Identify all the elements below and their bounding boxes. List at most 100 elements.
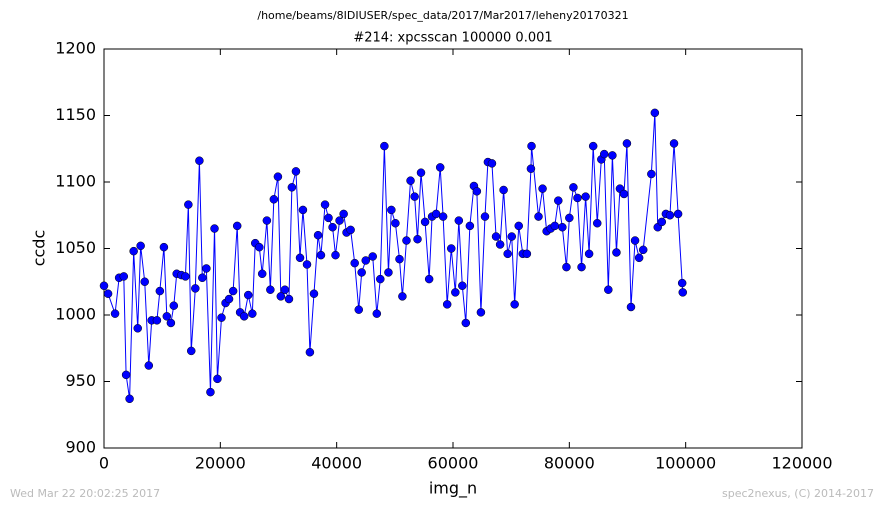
data-point [608, 151, 617, 160]
data-point [510, 300, 519, 309]
data-point [554, 196, 563, 205]
data-point [634, 253, 644, 263]
data-point [144, 361, 154, 370]
data-point [581, 192, 590, 201]
data-point [387, 205, 396, 215]
data-point [368, 252, 377, 261]
data-point [257, 269, 267, 279]
data-point [155, 286, 165, 296]
y-tick-label: 1050 [55, 238, 96, 257]
series-line [103, 112, 684, 399]
data-point [316, 250, 326, 260]
data-point [638, 245, 648, 255]
data-point [239, 312, 249, 321]
y-tick-label: 1150 [55, 105, 96, 124]
data-point [195, 156, 204, 165]
data-point [284, 294, 294, 304]
data-point [604, 285, 613, 294]
data-point [273, 172, 283, 181]
data-point [669, 139, 679, 148]
data-point [110, 309, 120, 318]
data-point [129, 246, 138, 256]
data-point [276, 292, 286, 301]
data-point [206, 387, 215, 397]
data-point [562, 262, 571, 272]
data-point [320, 200, 330, 209]
data-point [339, 209, 348, 219]
data-point [626, 302, 636, 312]
data-point [573, 193, 582, 203]
data-point [198, 273, 207, 283]
x-axis-label: img_n [429, 479, 477, 499]
data-point [133, 324, 142, 333]
data-point [248, 309, 257, 318]
data-point [622, 139, 632, 148]
data-point [526, 164, 536, 173]
data-point [255, 242, 264, 252]
data-point [527, 141, 536, 151]
data-point [480, 212, 490, 221]
data-point [295, 253, 305, 263]
data-point [657, 217, 667, 227]
data-point [495, 240, 505, 249]
data-point [305, 347, 315, 357]
suptitle: /home/beams/8IDIUSER/spec_data/2017/Mar2… [257, 9, 628, 22]
data-point [384, 268, 393, 277]
data-point [416, 168, 426, 177]
data-point [357, 268, 366, 277]
data-point [202, 264, 211, 273]
y-tick-label: 1100 [55, 172, 96, 191]
data-point [647, 169, 656, 179]
data-point [630, 236, 640, 245]
data-point [302, 260, 312, 269]
x-tick-label: 0 [99, 454, 109, 473]
data-point [210, 224, 219, 233]
data-point [162, 312, 172, 321]
data-point [406, 176, 415, 185]
data-point [136, 241, 145, 251]
data-point [410, 192, 419, 201]
data-point [166, 318, 176, 328]
data-point [328, 222, 337, 232]
data-point [584, 249, 594, 259]
data-point [159, 242, 169, 252]
data-point [350, 258, 359, 268]
data-point [499, 185, 508, 195]
data-point [376, 274, 385, 284]
data-point [228, 286, 238, 296]
data-point [232, 221, 242, 231]
y-tick-label: 900 [65, 438, 96, 457]
data-point [187, 346, 196, 356]
data-point [678, 288, 688, 297]
data-point [424, 274, 434, 284]
data-point [298, 205, 308, 215]
x-tick-label: 100000 [655, 454, 716, 473]
data-point [665, 211, 675, 220]
data-point [140, 277, 149, 286]
data-point [558, 222, 567, 232]
data-point [152, 316, 162, 325]
data-point [354, 305, 364, 314]
data-point [181, 272, 190, 281]
data-point [476, 308, 486, 317]
data-point [588, 141, 598, 151]
data-point [213, 374, 222, 384]
data-point [454, 216, 464, 225]
data-point [331, 250, 340, 260]
data-point [99, 281, 109, 290]
data-point [309, 289, 319, 298]
data-point [442, 300, 452, 309]
x-tick-label: 120000 [771, 454, 832, 473]
data-point [673, 209, 683, 219]
data-point [324, 213, 333, 223]
data-point [372, 309, 382, 318]
footer-right: spec2nexus, (C) 2014-2017 [722, 487, 874, 500]
data-point [119, 272, 129, 281]
data-point [217, 313, 226, 322]
data-point [458, 281, 467, 290]
data-point [650, 108, 660, 118]
data-point [507, 232, 516, 241]
data-point [169, 301, 179, 310]
data-point [121, 370, 131, 380]
data-point [402, 236, 411, 245]
